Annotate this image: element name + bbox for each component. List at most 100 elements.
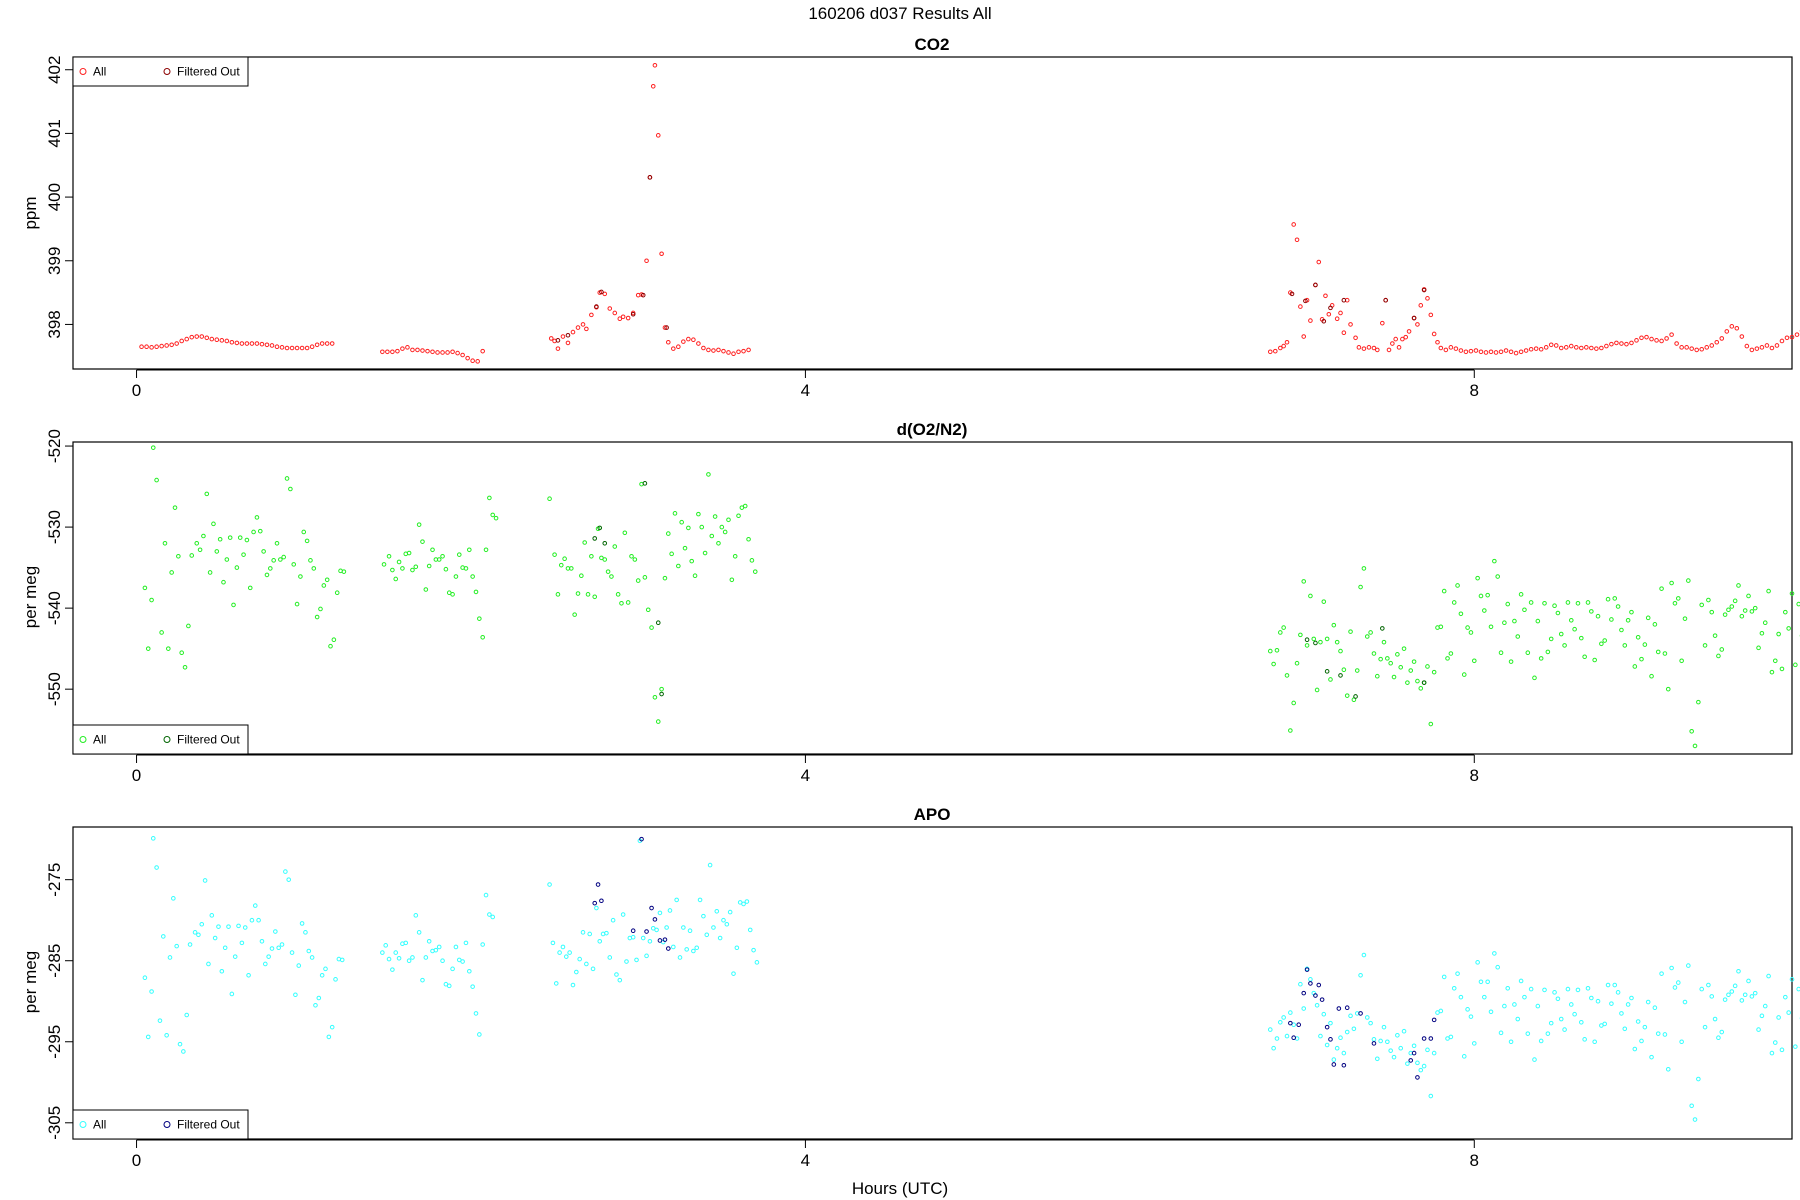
data-point <box>607 306 613 311</box>
data-point <box>1746 978 1751 984</box>
data-point <box>259 341 265 347</box>
data-point <box>701 345 706 351</box>
data-point <box>219 338 225 343</box>
data-point <box>704 932 710 938</box>
data-point <box>1324 636 1330 642</box>
data-point <box>1498 349 1504 355</box>
data-point <box>1341 1062 1347 1068</box>
data-point <box>164 1032 169 1038</box>
data-point <box>1441 588 1447 594</box>
data-point <box>1659 338 1664 344</box>
data-point <box>206 961 211 967</box>
data-point <box>584 961 589 967</box>
data-point <box>625 315 631 321</box>
data-point <box>1304 637 1310 643</box>
data-point <box>232 954 238 959</box>
data-point <box>1395 652 1400 657</box>
data-point <box>1622 643 1628 648</box>
data-point <box>410 567 415 573</box>
data-point <box>754 960 760 965</box>
data-point <box>1689 1103 1694 1109</box>
data-point <box>380 950 385 955</box>
data-point <box>1482 608 1487 613</box>
legend-entry: All <box>93 1118 106 1132</box>
data-point <box>597 938 603 944</box>
data-point <box>612 310 618 316</box>
data-point <box>1749 994 1755 999</box>
data-point <box>640 292 646 298</box>
data-point <box>1786 626 1791 631</box>
data-point <box>381 562 387 567</box>
data-point <box>1719 1029 1725 1035</box>
legend-marker <box>79 1121 87 1128</box>
data-point <box>400 566 405 571</box>
data-point <box>1348 629 1353 634</box>
data-point <box>160 934 166 939</box>
data-point <box>691 337 696 343</box>
data-point <box>1361 566 1367 571</box>
data-point <box>154 865 159 870</box>
data-point <box>1558 1016 1564 1022</box>
x-tick-label: 0 <box>132 766 141 785</box>
data-point <box>1441 974 1447 980</box>
data-point <box>711 925 716 930</box>
data-point <box>1652 1005 1658 1011</box>
data-point <box>279 942 285 947</box>
data-point <box>314 342 320 348</box>
data-point <box>393 950 399 955</box>
data-point <box>450 592 455 597</box>
data-point <box>1553 343 1559 348</box>
data-point <box>1308 318 1313 323</box>
data-point <box>1473 348 1479 353</box>
data-point <box>1672 985 1678 990</box>
data-point <box>547 496 552 502</box>
x-tick-label: 8 <box>1470 766 1479 785</box>
data-point <box>177 1041 183 1047</box>
data-point <box>273 929 278 934</box>
data-point <box>1563 345 1569 350</box>
data-point <box>1602 638 1608 643</box>
data-point <box>247 585 253 591</box>
legend-o2n2: All Filtered Out <box>72 724 249 755</box>
x-tick-label: 0 <box>132 1151 141 1170</box>
data-point <box>301 529 307 535</box>
data-point <box>1595 613 1601 619</box>
y-axis-label-co2: ppm <box>21 196 40 229</box>
data-point <box>1323 293 1328 299</box>
data-point <box>1679 658 1684 664</box>
data-point <box>1696 699 1701 705</box>
data-point <box>1558 345 1564 351</box>
data-point <box>1443 347 1449 353</box>
data-point <box>1326 311 1332 317</box>
data-point <box>1478 593 1484 599</box>
y-tick-label: -520 <box>45 429 64 463</box>
data-point <box>1522 607 1527 613</box>
data-point <box>1764 343 1770 348</box>
data-point <box>192 930 198 935</box>
data-point <box>677 955 683 960</box>
data-point <box>216 924 221 929</box>
data-point <box>226 924 231 929</box>
data-point <box>1364 634 1370 639</box>
data-point <box>214 549 220 554</box>
data-point <box>630 928 636 934</box>
data-point <box>1789 334 1795 340</box>
data-point <box>731 351 736 357</box>
data-point <box>1448 651 1454 656</box>
data-point <box>197 547 203 553</box>
data-point <box>1400 336 1405 342</box>
data-point <box>1438 1008 1444 1014</box>
data-point <box>592 536 598 541</box>
data-point <box>629 553 634 559</box>
data-point <box>594 905 599 911</box>
data-point <box>1303 298 1308 304</box>
data-point <box>676 344 681 350</box>
data-point <box>1729 604 1735 609</box>
data-point <box>1488 624 1494 630</box>
legend-entry: Filtered Out <box>177 1118 240 1132</box>
data-point <box>1356 345 1362 350</box>
data-point <box>1371 651 1377 656</box>
data-point <box>329 341 335 346</box>
data-point <box>1461 672 1467 677</box>
data-point <box>426 563 432 569</box>
